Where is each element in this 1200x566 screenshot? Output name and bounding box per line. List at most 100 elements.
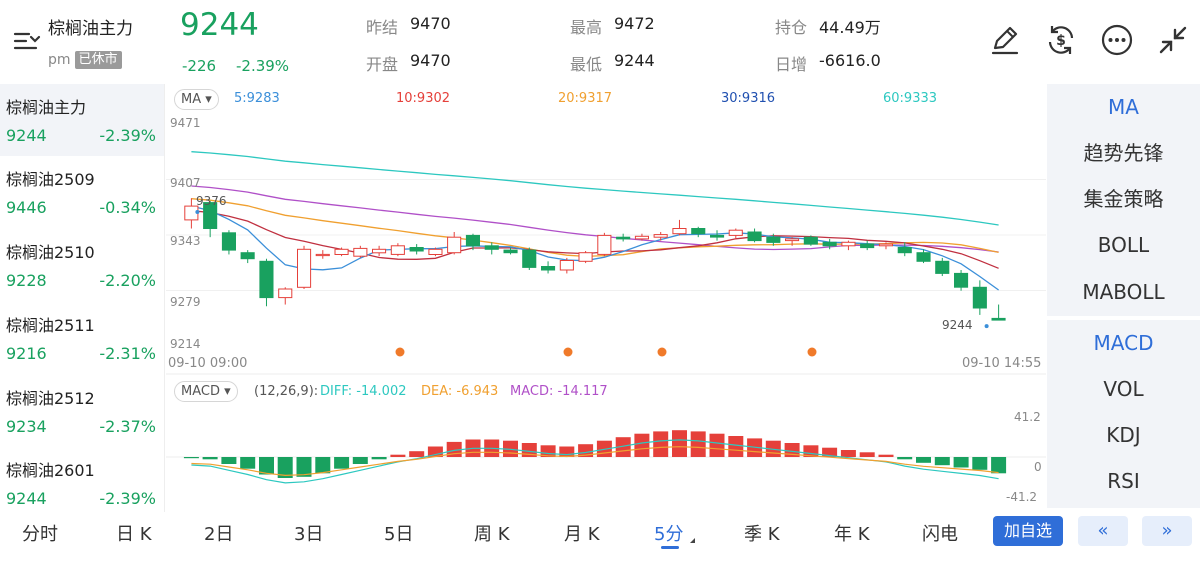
candle-body <box>766 236 781 243</box>
currency-exchange-icon[interactable]: $ <box>1043 22 1079 58</box>
tab-flash[interactable]: 闪电 <box>922 524 958 545</box>
kline-chart[interactable]: MA ▾ 5:9283 10:9302 20:9317 30:9316 60:9… <box>166 84 1046 512</box>
candle-body <box>259 260 274 299</box>
menu-icon[interactable] <box>12 28 42 54</box>
candle-body <box>634 235 649 240</box>
candle-body <box>860 243 875 249</box>
y-tick-label: 9343 <box>170 234 201 248</box>
main-indicator-group: MA 趋势先锋 集金策略 BOLL MABOLL <box>1047 84 1200 316</box>
end-time-label: 09-10 14:55 <box>962 356 1042 371</box>
add-watchlist-button[interactable]: 加自选 <box>993 516 1063 546</box>
candle-body <box>616 236 631 240</box>
ma-selector-label: MA <box>181 92 202 107</box>
tab-quarter[interactable]: 季 K <box>744 524 780 545</box>
macd-bar <box>878 454 894 457</box>
macd-bar <box>240 457 256 469</box>
indicator-strategy[interactable]: 集金策略 <box>1083 187 1164 211</box>
macd-bar <box>859 452 875 457</box>
collapse-icon[interactable] <box>1155 22 1191 58</box>
macd-bar <box>315 457 331 474</box>
macd-bar <box>259 457 274 475</box>
indicator-maboll[interactable]: MABOLL <box>1082 280 1165 304</box>
contract-price: 9244 <box>6 126 47 145</box>
candle-body <box>728 229 743 236</box>
low-annotation: 9244 <box>942 318 973 332</box>
macd-bar <box>690 431 706 457</box>
tab-day[interactable]: 日 K <box>116 524 152 545</box>
tab-2day[interactable]: 2日 <box>204 524 234 545</box>
contract-item[interactable]: 棕榈油2511 9216 -2.31% <box>0 302 164 374</box>
contract-change: -2.20% <box>99 271 156 290</box>
macd-selector[interactable]: MACD ▾ <box>174 381 238 402</box>
candle-body <box>972 286 987 309</box>
contract-price: 9228 <box>6 271 47 290</box>
candle-body <box>803 236 818 245</box>
contract-item[interactable]: 棕榈油2510 9228 -2.20% <box>0 229 164 301</box>
more-icon[interactable] <box>1099 22 1135 58</box>
product-name[interactable]: 棕榈油主力 <box>48 19 133 39</box>
indicator-boll[interactable]: BOLL <box>1097 233 1150 257</box>
indicator-vol[interactable]: VOL <box>1103 377 1144 401</box>
ma20-legend: 20:9317 <box>558 91 613 106</box>
candle-body <box>278 288 293 299</box>
event-dot <box>395 347 405 357</box>
high-label: 最高 <box>570 18 603 37</box>
change-percent: -2.39% <box>236 57 290 75</box>
macd-bar <box>840 450 856 457</box>
indicator-rsi[interactable]: RSI <box>1107 469 1140 493</box>
candle-body <box>353 247 368 257</box>
candle-body <box>559 260 574 271</box>
candle-body <box>897 247 912 254</box>
candle-body <box>785 238 800 242</box>
event-dot <box>807 347 817 357</box>
candle-body <box>541 266 556 271</box>
macd-bar <box>784 443 800 457</box>
macd-bar <box>897 457 913 460</box>
macd-bar <box>634 433 650 457</box>
candle-body <box>935 260 950 274</box>
prev-contract-button[interactable]: « <box>1078 516 1128 546</box>
tab-3day[interactable]: 3日 <box>294 524 324 545</box>
macd-value: MACD: -14.117 <box>510 384 608 399</box>
contract-name: 棕榈油2511 <box>6 316 95 335</box>
candle-body <box>691 228 706 235</box>
indicator-kdj[interactable]: KDJ <box>1106 423 1141 447</box>
tab-5day[interactable]: 5日 <box>384 524 414 545</box>
high-marker <box>195 210 200 215</box>
ma-selector[interactable]: MA ▾ <box>174 89 219 110</box>
contract-item[interactable]: 棕榈油2601 9244 -2.39% <box>0 447 164 519</box>
open-value: 9470 <box>410 51 451 70</box>
candle-body <box>372 248 387 254</box>
double-chevron-left-icon: « <box>1097 520 1109 541</box>
macd-selector-label: MACD <box>181 384 220 399</box>
change-amount: -226 <box>182 57 217 75</box>
candle-body <box>221 232 237 251</box>
tab-dropdown-icon[interactable] <box>690 538 695 543</box>
macd-bar <box>653 431 669 457</box>
tab-month[interactable]: 月 K <box>564 524 600 545</box>
tab-intraday[interactable]: 分时 <box>22 524 58 545</box>
indicator-ma[interactable]: MA <box>1108 95 1139 119</box>
high-annotation: 9376 <box>196 194 227 208</box>
macd-bar <box>972 457 988 470</box>
start-time-label: 09-10 09:00 <box>168 356 248 371</box>
contract-change: -2.39% <box>99 126 156 145</box>
contract-change: -2.39% <box>99 489 156 508</box>
kline-canvas[interactable] <box>166 84 1046 512</box>
indicator-panel: MA 趋势先锋 集金策略 BOLL MABOLL MACD VOL KDJ RS… <box>1047 84 1200 508</box>
indicator-trend[interactable]: 趋势先锋 <box>1083 141 1164 165</box>
tab-5min[interactable]: 5分 <box>654 524 684 545</box>
sub-indicator-group: MACD VOL KDJ RSI <box>1047 320 1200 508</box>
contract-item[interactable]: 棕榈油2509 9446 -0.34% <box>0 156 164 228</box>
tab-year[interactable]: 年 K <box>834 524 870 545</box>
macd-tick-label: 41.2 <box>1014 410 1041 424</box>
indicator-macd[interactable]: MACD <box>1093 331 1154 355</box>
macd-bar <box>540 445 556 457</box>
tab-week[interactable]: 周 K <box>474 524 510 545</box>
contract-item[interactable]: 棕榈油2512 9234 -2.37% <box>0 375 164 447</box>
next-contract-button[interactable]: » <box>1142 516 1192 546</box>
candle-body <box>522 249 537 268</box>
y-tick-label: 9279 <box>170 295 201 309</box>
pen-icon[interactable] <box>987 22 1023 58</box>
contract-item[interactable]: 棕榈油主力 9244 -2.39% <box>0 84 164 156</box>
